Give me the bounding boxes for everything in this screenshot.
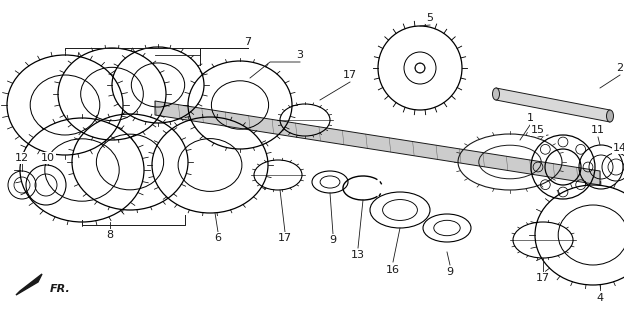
Text: 9: 9 bbox=[446, 267, 454, 277]
Text: 12: 12 bbox=[15, 153, 29, 163]
Text: 15: 15 bbox=[531, 125, 545, 135]
Text: 17: 17 bbox=[278, 233, 292, 243]
Polygon shape bbox=[496, 88, 610, 122]
Text: 10: 10 bbox=[41, 153, 55, 163]
Text: 9: 9 bbox=[329, 235, 336, 245]
Ellipse shape bbox=[607, 110, 613, 122]
Text: 2: 2 bbox=[617, 63, 623, 73]
Text: FR.: FR. bbox=[50, 284, 71, 294]
Text: 17: 17 bbox=[343, 70, 357, 80]
Polygon shape bbox=[155, 101, 600, 185]
Text: 6: 6 bbox=[215, 233, 222, 243]
Text: 11: 11 bbox=[591, 125, 605, 135]
Text: 17: 17 bbox=[536, 273, 550, 283]
Text: 7: 7 bbox=[245, 37, 251, 47]
Text: 13: 13 bbox=[351, 250, 365, 260]
Text: 16: 16 bbox=[386, 265, 400, 275]
Text: 3: 3 bbox=[296, 50, 303, 60]
Text: 5: 5 bbox=[426, 13, 434, 23]
Text: 4: 4 bbox=[597, 293, 603, 303]
Text: 1: 1 bbox=[527, 113, 534, 123]
Text: 8: 8 bbox=[107, 230, 114, 240]
Ellipse shape bbox=[492, 88, 499, 100]
Text: 14: 14 bbox=[613, 143, 624, 153]
Polygon shape bbox=[16, 274, 42, 295]
